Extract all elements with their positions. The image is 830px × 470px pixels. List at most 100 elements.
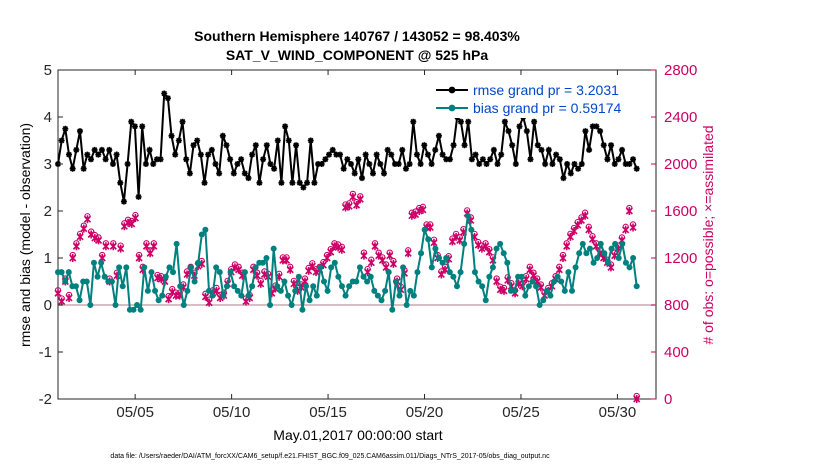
rmse-point bbox=[91, 146, 98, 153]
rmse-point bbox=[263, 142, 270, 149]
left-y-tick-label: 4 bbox=[44, 109, 52, 126]
rmse-point bbox=[523, 128, 530, 135]
bias-point bbox=[195, 259, 202, 266]
obs-count-point bbox=[415, 204, 423, 215]
obs-assimilated-marker bbox=[478, 244, 486, 253]
bias-point bbox=[94, 273, 101, 280]
bias-point bbox=[572, 264, 579, 271]
obs-count-point bbox=[356, 193, 364, 204]
obs-assimilated-marker bbox=[353, 201, 361, 210]
bias-point bbox=[428, 264, 435, 271]
rmse-point bbox=[402, 165, 409, 172]
plot-frame bbox=[57, 69, 657, 400]
right-y-axis-ticks: 0 400 800 1200 1600 2000 2400 2800 bbox=[651, 62, 697, 408]
bias-point bbox=[320, 278, 327, 285]
bias-point bbox=[594, 255, 601, 261]
obs-assimilated-marker bbox=[389, 259, 397, 268]
obs-assimilated-marker bbox=[201, 292, 210, 301]
obs-assimilated-marker bbox=[629, 223, 637, 232]
obs-count-point bbox=[257, 277, 265, 288]
bias-point bbox=[288, 302, 295, 308]
obs-assimilated-marker bbox=[563, 242, 571, 251]
bias-point bbox=[464, 212, 471, 219]
bias-point bbox=[525, 283, 532, 290]
rmse-point bbox=[205, 151, 212, 158]
rmse-point bbox=[487, 156, 494, 163]
rmse-point bbox=[355, 156, 362, 163]
left-y-tick-label: -2 bbox=[39, 391, 52, 408]
obs-count-point bbox=[146, 247, 154, 258]
bias-point bbox=[414, 269, 421, 276]
bias-point bbox=[141, 264, 148, 271]
right-y-tick-label: 800 bbox=[664, 297, 689, 314]
legend-rmse-marker bbox=[448, 86, 456, 94]
plot-area-border bbox=[57, 69, 657, 400]
rmse-point bbox=[556, 156, 563, 163]
rmse-point bbox=[315, 161, 322, 167]
bias-point bbox=[529, 278, 536, 285]
bias-point bbox=[209, 292, 216, 299]
rmse-point bbox=[549, 161, 556, 167]
bias-point bbox=[338, 283, 345, 290]
rmse-point bbox=[113, 151, 120, 158]
rmse-point bbox=[465, 118, 472, 125]
bias-point bbox=[170, 269, 177, 276]
bias-point bbox=[504, 259, 511, 266]
bias-point bbox=[62, 278, 69, 285]
bias-point bbox=[58, 269, 65, 276]
rmse-point bbox=[62, 125, 69, 132]
bias-point bbox=[295, 273, 302, 280]
x-tick-label: 05/30 bbox=[599, 404, 637, 421]
bias-point bbox=[313, 292, 320, 299]
bias-point bbox=[619, 240, 626, 247]
bias-point bbox=[385, 269, 392, 276]
obs-assimilated-marker bbox=[257, 279, 265, 288]
rmse-point bbox=[95, 151, 102, 158]
bias-point bbox=[493, 245, 500, 252]
obs-count-point bbox=[282, 254, 291, 265]
rmse-point bbox=[604, 156, 611, 163]
legend-bias-marker bbox=[448, 104, 456, 112]
obs-assimilated-marker bbox=[312, 268, 320, 277]
x-tick-label: 05/25 bbox=[502, 404, 540, 421]
obs-count-point bbox=[341, 201, 350, 212]
bias-point bbox=[231, 283, 238, 290]
obs-count-point bbox=[500, 284, 508, 295]
bias-point bbox=[83, 278, 90, 285]
obs-assimilated-marker bbox=[559, 254, 567, 262]
bias-point bbox=[461, 240, 468, 247]
bias-point bbox=[270, 245, 277, 252]
right-y-axis-label: # of obs: o=possible; ×=assimilated bbox=[700, 125, 716, 344]
bias-point bbox=[310, 283, 317, 290]
obs-count-point bbox=[474, 238, 482, 250]
rmse-point bbox=[457, 118, 464, 125]
rmse-point bbox=[271, 165, 278, 172]
bias-point bbox=[551, 278, 558, 285]
rmse-point bbox=[373, 151, 380, 158]
rmse-point bbox=[461, 142, 468, 149]
obs-count-point bbox=[94, 234, 103, 245]
obs-count-point bbox=[201, 290, 210, 301]
rmse-point bbox=[252, 142, 259, 149]
rmse-point bbox=[212, 161, 219, 167]
obs-count-point bbox=[165, 292, 173, 304]
obs-count-point bbox=[555, 263, 563, 274]
bias-point bbox=[576, 250, 583, 257]
legend-bias-label: bias grand pr = 0.59174 bbox=[473, 100, 621, 116]
rmse-point bbox=[560, 175, 567, 182]
rmse-point bbox=[369, 170, 376, 177]
bias-point bbox=[65, 269, 72, 276]
obs-assimilated-marker bbox=[419, 205, 427, 214]
right-y-tick-label: 1200 bbox=[664, 250, 697, 267]
rmse-point bbox=[87, 156, 94, 163]
obs-assimilated-marker bbox=[65, 293, 73, 302]
rmse-point bbox=[201, 179, 208, 186]
rmse-point bbox=[516, 123, 523, 130]
bias-point bbox=[425, 236, 432, 243]
rmse-point bbox=[578, 161, 585, 167]
obs-assimilated-marker bbox=[493, 277, 501, 286]
bias-point bbox=[306, 297, 313, 304]
left-y-tick-label: 3 bbox=[44, 156, 52, 173]
obs-count-point bbox=[364, 265, 372, 277]
bias-point bbox=[216, 269, 223, 276]
